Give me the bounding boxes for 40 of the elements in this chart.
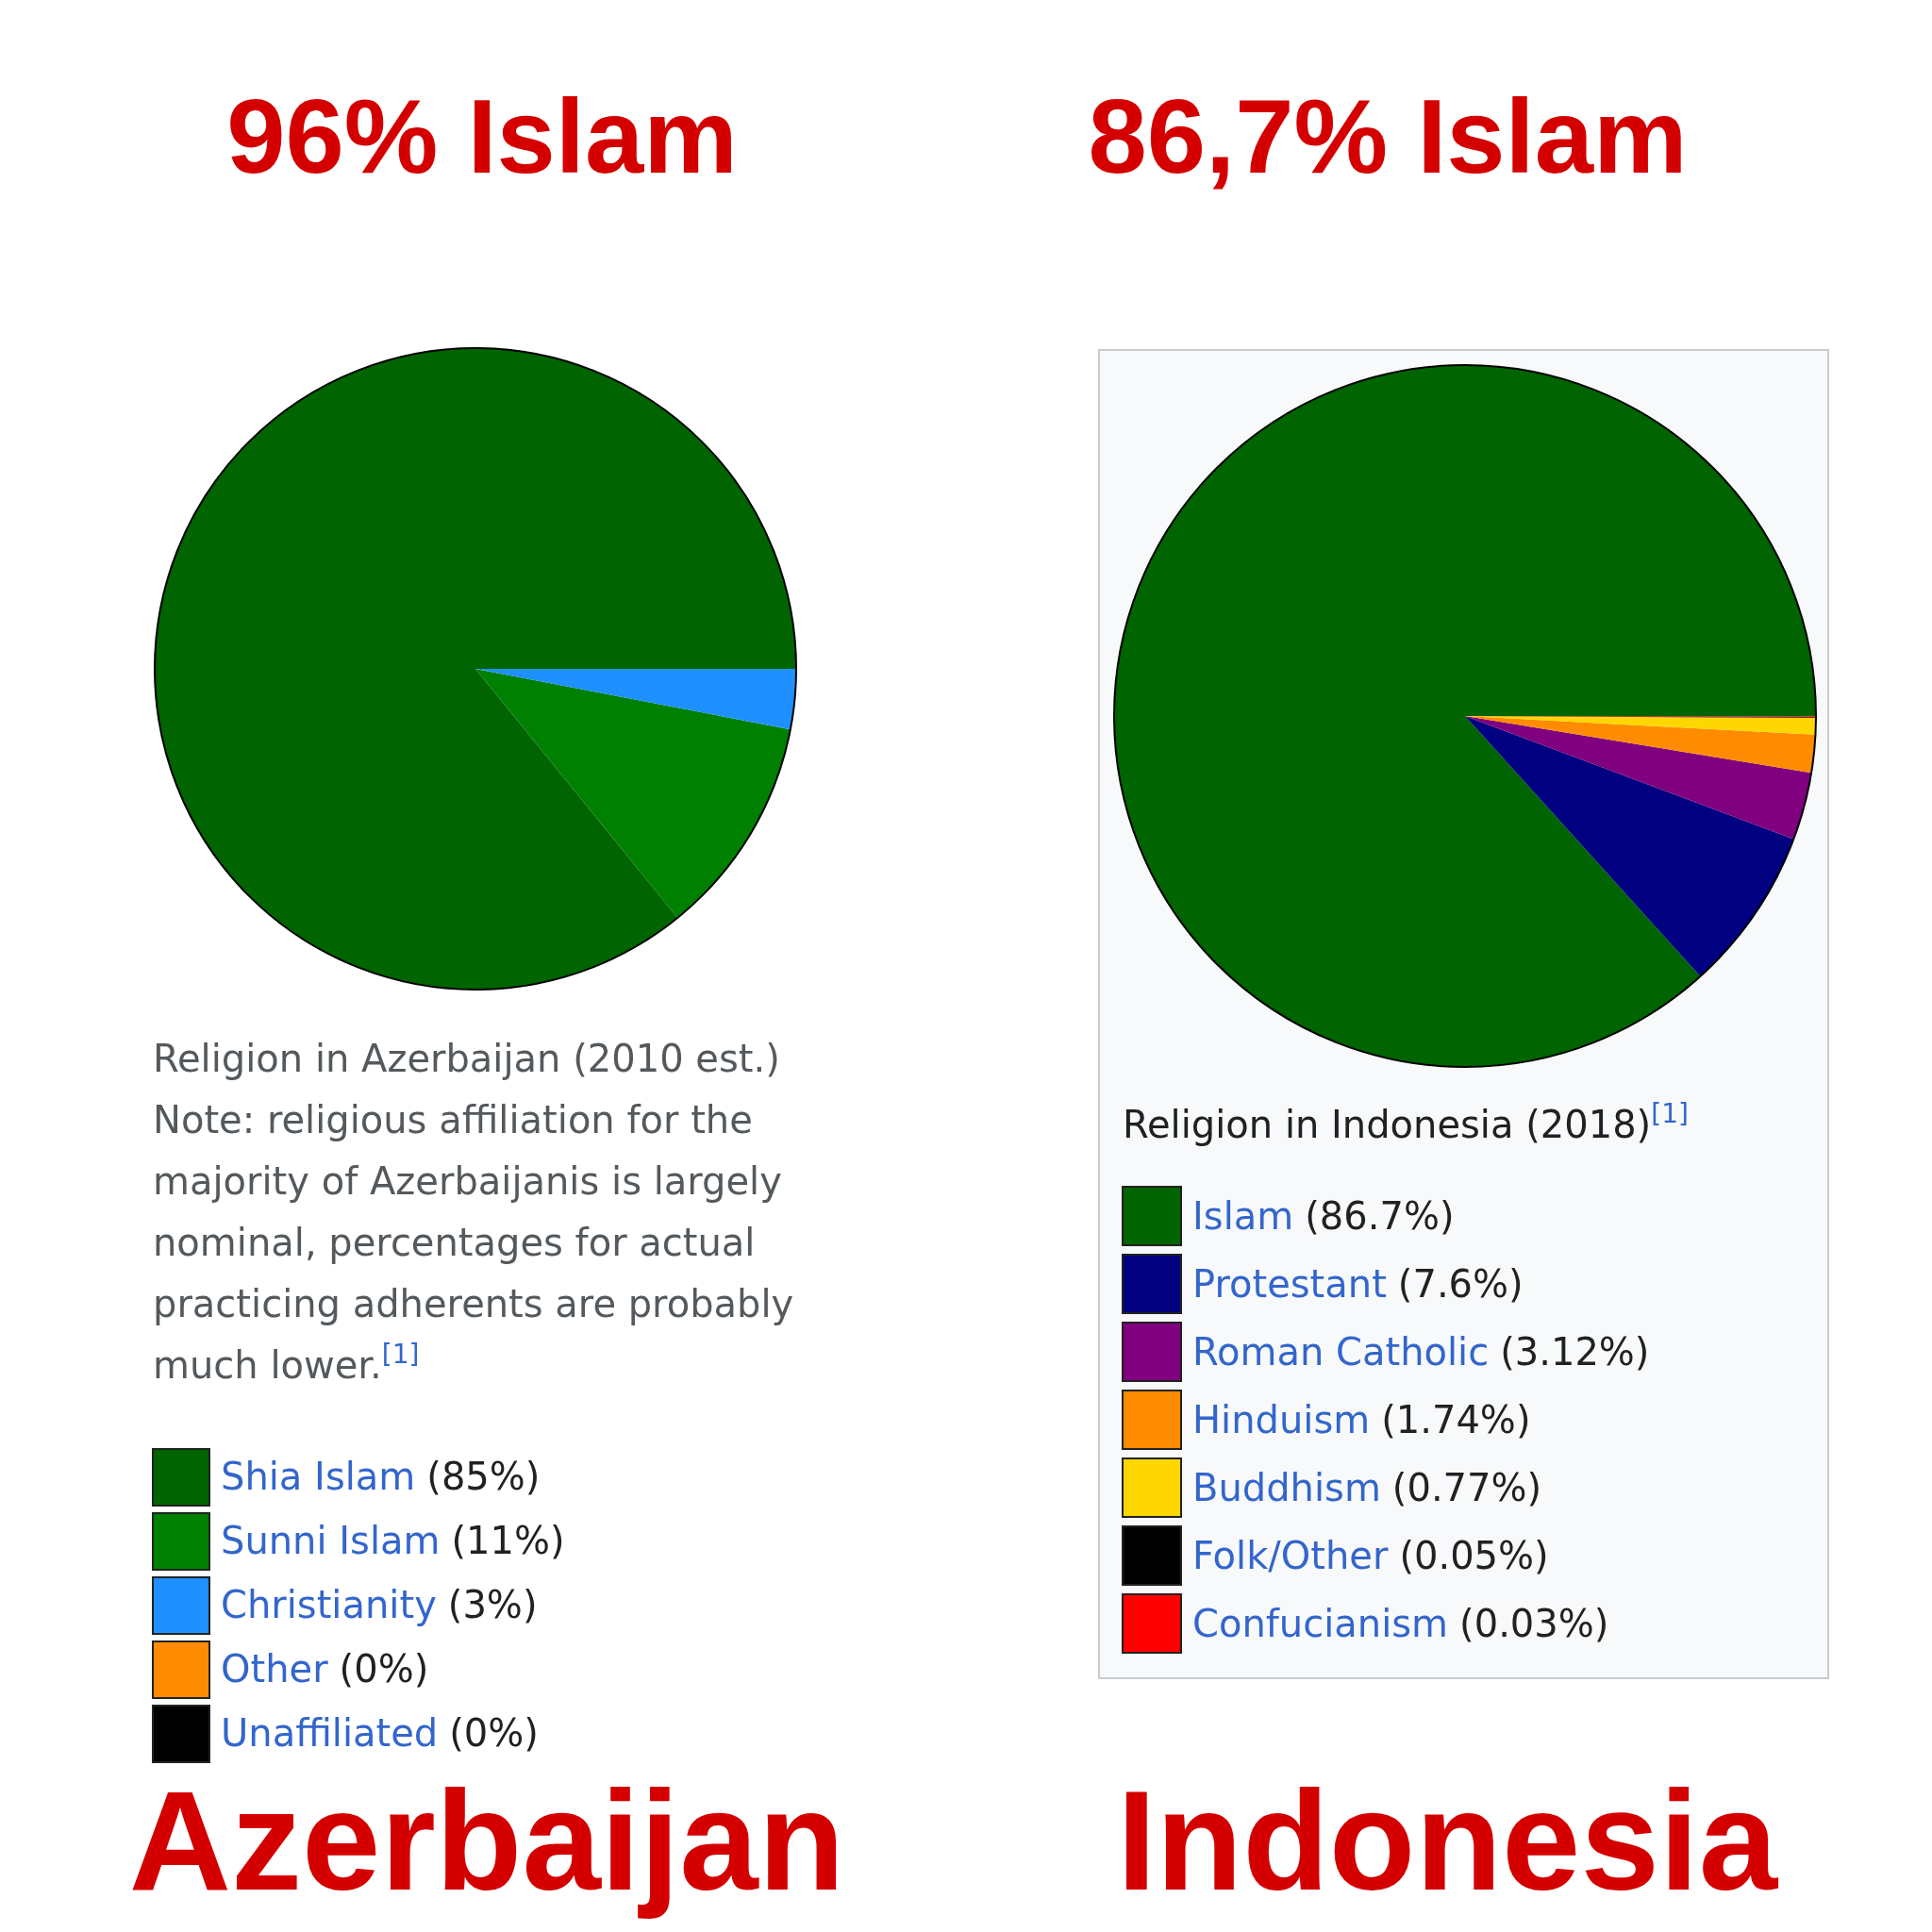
legend-label: Unaffiliated <box>221 1711 439 1756</box>
legend-label: Folk/Other <box>1192 1533 1389 1577</box>
legend-label: Buddhism <box>1192 1465 1381 1509</box>
data-label: (0.77%) <box>1391 1465 1542 1509</box>
pie-slice <box>1465 716 1794 977</box>
legend-label: Hinduism <box>1192 1397 1371 1441</box>
legend-label: Confucianism <box>1192 1601 1449 1645</box>
text: Indonesia <box>1116 1761 1779 1920</box>
legend-label: Other <box>221 1647 329 1691</box>
data-label: (86.7%) <box>1305 1193 1455 1238</box>
data-label: (0.05%) <box>1399 1533 1549 1577</box>
data-label: (0.03%) <box>1459 1601 1609 1645</box>
text: (0%) <box>339 1647 429 1691</box>
pie-slice <box>1465 716 1812 840</box>
legend-label: Sunni Islam <box>221 1519 441 1563</box>
text: Religion in Azerbaijan (2010 est.) <box>153 1037 780 1080</box>
text: nominal, percentages for actual <box>153 1221 756 1264</box>
text: Religion in Indonesia (2018)$^{[1]}$ <box>1123 1097 1689 1146</box>
pie-slice <box>475 669 796 730</box>
text: Note: religious affiliation for the <box>153 1098 753 1141</box>
data-label: (3%) <box>447 1583 538 1627</box>
text: practicing adherents are probably <box>153 1282 794 1325</box>
data-label: (11%) <box>451 1519 565 1563</box>
text: majority of Azerbaijanis is largely <box>153 1159 782 1203</box>
text: much lower.$^{[1]}$ <box>153 1338 420 1387</box>
data-label: (1.74%) <box>1381 1397 1531 1441</box>
data-label: (3.12%) <box>1500 1329 1650 1374</box>
chart-title: 86,7% Islam <box>1088 77 1688 195</box>
text: (0%) <box>449 1711 539 1756</box>
data-label: (85%) <box>426 1455 541 1499</box>
legend-label: Christianity <box>221 1583 437 1627</box>
legend-label: Islam <box>1192 1193 1294 1238</box>
legend-label: Protestant <box>1192 1261 1387 1306</box>
chart-title: 96% Islam <box>226 77 738 195</box>
pie-slice <box>1465 716 1816 774</box>
data-label: (7.6%) <box>1397 1261 1524 1306</box>
pie-slice <box>475 669 791 918</box>
legend-label: Shia Islam <box>221 1455 416 1499</box>
text: Azerbaijan <box>128 1761 845 1920</box>
legend-label: Roman Catholic <box>1192 1329 1490 1374</box>
